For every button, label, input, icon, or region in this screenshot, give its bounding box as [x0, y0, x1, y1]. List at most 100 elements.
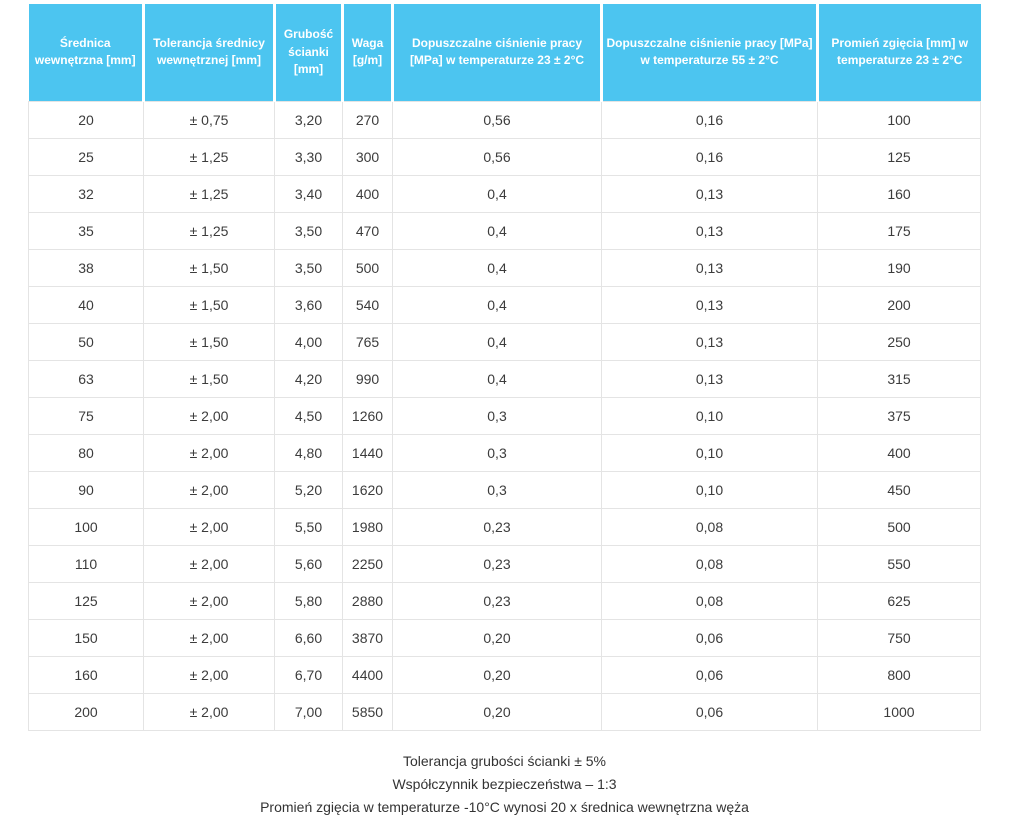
- table-cell: 90: [28, 470, 144, 509]
- table-cell: 0,23: [392, 544, 602, 583]
- footnote-wspolczynnik-bezpieczenstwa: Współczynnik bezpieczeństwa – 1:3: [392, 775, 617, 792]
- table-cell: 375: [817, 396, 981, 435]
- table-cell: 3,40: [274, 174, 343, 213]
- table-cell: 400: [817, 433, 981, 472]
- table-cell: 0,13: [601, 174, 818, 213]
- table-cell: 0,10: [601, 396, 818, 435]
- table-cell: 990: [342, 359, 393, 398]
- table-cell: 4400: [342, 655, 393, 694]
- table-cell: 0,4: [392, 248, 602, 287]
- footnote-promien-zgiecia: Promień zgięcia w temperaturze -10°C wyn…: [260, 798, 749, 815]
- table-cell: 0,4: [392, 285, 602, 324]
- table-cell: 4,00: [274, 322, 343, 361]
- table-cell: 40: [28, 285, 144, 324]
- table-cell: 3,20: [274, 100, 343, 139]
- table-cell: 0,13: [601, 248, 818, 287]
- table-cell: 125: [817, 137, 981, 176]
- table-cell: 540: [342, 285, 393, 324]
- table-cell: 0,20: [392, 655, 602, 694]
- table-cell: ± 2,00: [143, 396, 275, 435]
- table-cell: 160: [817, 174, 981, 213]
- table-cell: ± 1,25: [143, 211, 275, 250]
- table-cell: ± 2,00: [143, 470, 275, 509]
- table-row: 75 ± 2,00 4,50 1260 0,3 0,10 375: [28, 396, 981, 435]
- table-cell: 550: [817, 544, 981, 583]
- col-header-cisnienie-pracy-23: Dopuszczalne ciśnienie pracy [MPa] w tem…: [392, 4, 603, 101]
- table-cell: 1620: [342, 470, 393, 509]
- table-cell: 315: [817, 359, 981, 398]
- table-cell: 0,3: [392, 433, 602, 472]
- table-cell: 4,20: [274, 359, 343, 398]
- table-cell: 7,00: [274, 692, 343, 731]
- table-cell: 800: [817, 655, 981, 694]
- table-cell: 3,50: [274, 248, 343, 287]
- table-cell: 38: [28, 248, 144, 287]
- table-cell: 175: [817, 211, 981, 250]
- table-cell: 400: [342, 174, 393, 213]
- table-cell: 20: [28, 100, 144, 139]
- table-cell: 5,50: [274, 507, 343, 546]
- table-cell: ± 2,00: [143, 692, 275, 731]
- table-cell: ± 0,75: [143, 100, 275, 139]
- table-cell: 200: [28, 692, 144, 731]
- table-cell: 150: [28, 618, 144, 657]
- col-header-waga: Waga [g/m]: [342, 4, 394, 101]
- table-cell: 0,16: [601, 137, 818, 176]
- table-cell: 100: [817, 100, 981, 139]
- table-row: 40 ± 1,50 3,60 540 0,4 0,13 200: [28, 285, 981, 324]
- table-row: 35 ± 1,25 3,50 470 0,4 0,13 175: [28, 211, 981, 250]
- table-cell: 0,08: [601, 507, 818, 546]
- table-cell: 0,23: [392, 581, 602, 620]
- table-cell: 0,13: [601, 211, 818, 250]
- table-cell: 0,06: [601, 692, 818, 731]
- table-row: 160 ± 2,00 6,70 4400 0,20 0,06 800: [28, 655, 981, 694]
- table-cell: 3870: [342, 618, 393, 657]
- table-cell: 110: [28, 544, 144, 583]
- table-cell: ± 1,50: [143, 322, 275, 361]
- table-cell: 500: [342, 248, 393, 287]
- table-cell: 5,20: [274, 470, 343, 509]
- table-cell: ± 2,00: [143, 433, 275, 472]
- table-cell: 0,4: [392, 322, 602, 361]
- footnote-tolerancja-grubosci: Tolerancja grubości ścianki ± 5%: [403, 752, 606, 769]
- table-cell: 100: [28, 507, 144, 546]
- table-cell: 0,23: [392, 507, 602, 546]
- table-cell: 5850: [342, 692, 393, 731]
- col-header-tolerancja-srednicy: Tolerancja średnicy wewnętrznej [mm]: [143, 4, 276, 101]
- table-cell: 125: [28, 581, 144, 620]
- table-cell: 50: [28, 322, 144, 361]
- table-row: 80 ± 2,00 4,80 1440 0,3 0,10 400: [28, 433, 981, 472]
- table-cell: 0,06: [601, 618, 818, 657]
- table-cell: 6,60: [274, 618, 343, 657]
- table-cell: 0,10: [601, 433, 818, 472]
- table-cell: ± 1,50: [143, 285, 275, 324]
- table-cell: 4,80: [274, 433, 343, 472]
- table-cell: 0,4: [392, 211, 602, 250]
- table-cell: ± 1,50: [143, 248, 275, 287]
- table-cell: 25: [28, 137, 144, 176]
- hose-spec-table: Średnica wewnętrzna [mm] Tolerancja śred…: [28, 4, 981, 731]
- table-cell: 500: [817, 507, 981, 546]
- table-cell: 0,56: [392, 137, 602, 176]
- table-cell: 470: [342, 211, 393, 250]
- table-cell: ± 2,00: [143, 618, 275, 657]
- table-cell: 250: [817, 322, 981, 361]
- table-cell: 0,10: [601, 470, 818, 509]
- col-header-grubosc-scianki: Grubość ścianki [mm]: [274, 4, 344, 101]
- table-cell: 2250: [342, 544, 393, 583]
- table-cell: 190: [817, 248, 981, 287]
- table-cell: 0,13: [601, 322, 818, 361]
- table-row: 50 ± 1,50 4,00 765 0,4 0,13 250: [28, 322, 981, 361]
- table-cell: 0,13: [601, 285, 818, 324]
- table-cell: 5,80: [274, 581, 343, 620]
- table-cell: 32: [28, 174, 144, 213]
- table-row: 32 ± 1,25 3,40 400 0,4 0,13 160: [28, 174, 981, 213]
- table-row: 110 ± 2,00 5,60 2250 0,23 0,08 550: [28, 544, 981, 583]
- table-row: 20 ± 0,75 3,20 270 0,56 0,16 100: [28, 100, 981, 139]
- table-row: 100 ± 2,00 5,50 1980 0,23 0,08 500: [28, 507, 981, 546]
- table-cell: ± 1,50: [143, 359, 275, 398]
- table-cell: 3,60: [274, 285, 343, 324]
- table-cell: 0,56: [392, 100, 602, 139]
- table-cell: 3,50: [274, 211, 343, 250]
